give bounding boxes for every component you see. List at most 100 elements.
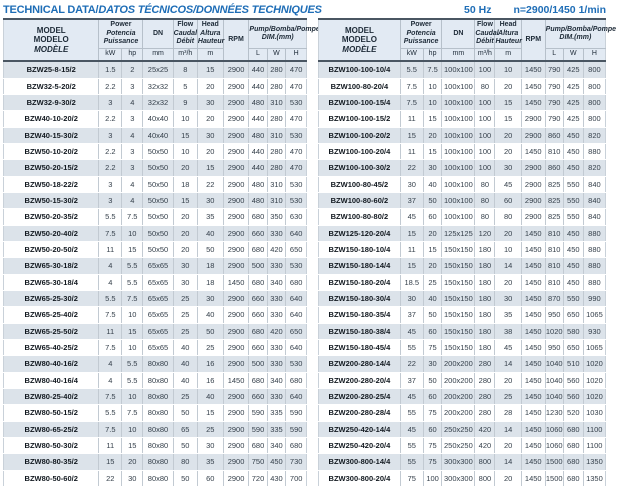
value-cell: 35 [494, 306, 522, 324]
model-cell: BZW50-18-22/2 [3, 176, 100, 193]
value-cell: 1450 [521, 453, 546, 471]
value-cell: 15 [400, 225, 424, 242]
model-cell: BZW65-30-18/4 [3, 274, 100, 291]
table-row: BZW100-100-15/2 11 15 100x100 100 15 2900 790 42… [318, 110, 606, 128]
frequency-label: 50 Hz [464, 4, 492, 16]
model-cell: BZW150-180-35/4 [318, 306, 401, 324]
value-cell: 100 [474, 61, 496, 79]
table-row: BZW150-180-45/4 55 75 150x150 180 45 1450 950 65… [318, 339, 606, 357]
value-cell: 150x150 [441, 290, 476, 308]
model-cell: BZW100-80-45/2 [318, 176, 401, 193]
value-cell: 790 [545, 94, 564, 112]
value-cell: 680 [248, 274, 268, 291]
value-cell: 840 [583, 192, 606, 210]
model-cell: BZW80-65-25/2 [3, 421, 100, 438]
value-cell: 30 [400, 176, 424, 193]
value-cell: 480 [248, 192, 268, 210]
value-cell: 100 [474, 94, 496, 112]
value-cell: 310 [267, 94, 287, 112]
unit-h: H [583, 47, 606, 62]
table-row: BZW50-15-30/2 3 4 50x50 15 30 2900 480 310 530 [3, 192, 307, 210]
value-cell: 530 [285, 127, 307, 144]
value-cell: 10 [494, 61, 522, 79]
value-cell: 80 [474, 192, 496, 210]
value-cell: 650 [285, 323, 307, 340]
value-cell: 1100 [583, 437, 606, 455]
value-cell: 60 [423, 421, 443, 438]
table-row: BZW32-9-30/2 3 4 32x32 9 30 2900 480 310 530 [3, 94, 307, 112]
value-cell: 2900 [521, 192, 546, 210]
value-cell: 2900 [223, 225, 250, 242]
value-cell: 180 [474, 306, 496, 324]
value-cell: 125x125 [441, 225, 476, 242]
value-cell: 4 [98, 372, 123, 389]
table-row: BZW65-30-18/2 4 5.5 65x65 30 18 2900 500 330 530 [3, 257, 307, 275]
value-cell: 1450 [521, 421, 546, 438]
value-cell: 30 [423, 159, 443, 177]
value-cell: 15 [423, 143, 443, 161]
model-cell: BZW50-10-20/2 [3, 143, 100, 161]
value-cell: 180 [474, 257, 496, 275]
value-cell: 1230 [545, 404, 564, 422]
value-cell: 50x50 [142, 192, 174, 210]
model-cell: BZW50-20-50/2 [3, 241, 100, 259]
value-cell: 430 [267, 470, 287, 488]
unit-m3h: m³/h [474, 47, 496, 62]
value-cell: 7.5 [121, 404, 144, 422]
col-header-power-fr: Puissance [103, 37, 139, 45]
value-cell: 280 [474, 372, 496, 389]
table-row: BZW80-40-16/4 4 5.5 80x80 40 16 1450 680 340 680 [3, 372, 307, 389]
value-cell: 4 [121, 192, 144, 210]
value-cell: 55 [400, 339, 424, 357]
value-cell: 810 [545, 257, 564, 275]
value-cell: 480 [248, 94, 268, 112]
table-row: BZW100-80-45/2 30 40 100x100 80 45 2900 825 550 8… [318, 176, 606, 193]
table-row: BZW80-50-60/2 22 30 80x80 50 60 2900 720 430 700 [3, 470, 307, 488]
value-cell: 660 [248, 306, 268, 324]
value-cell: 65x65 [142, 339, 174, 357]
col-header-flow-fr: Débit [476, 37, 494, 45]
value-cell: 20 [494, 225, 522, 242]
value-cell: 280 [474, 404, 496, 422]
model-cell: BZW150-180-20/4 [318, 274, 401, 291]
model-cell: BZW150-180-10/4 [318, 241, 401, 259]
value-cell: 800 [583, 78, 606, 95]
technical-data-table-left: MODEL MODELO MODÈLE Power Potencia Puiss… [3, 18, 320, 488]
value-cell: 630 [285, 208, 307, 226]
table-row: BZW65-30-18/4 4 5.5 65x65 30 18 1450 680 340 680 [3, 274, 307, 291]
table-row: BZW150-180-10/4 11 15 150x150 180 10 1450 810 45… [318, 241, 606, 259]
col-header-power-es: Potencia [406, 29, 436, 37]
value-cell: 2900 [521, 159, 546, 177]
table-row: BZW100-100-10/4 5.5 7.5 100x100 100 10 1450 790… [318, 61, 606, 79]
value-cell: 40x40 [142, 127, 174, 144]
unit-m3h: m³/h [173, 47, 198, 62]
value-cell: 730 [285, 453, 307, 471]
value-cell: 990 [583, 290, 606, 308]
value-cell: 1450 [521, 306, 546, 324]
model-cell: BZW40-15-30/2 [3, 127, 100, 144]
value-cell: 450 [563, 225, 584, 242]
value-cell: 25 [173, 290, 198, 308]
value-cell: 32x32 [142, 78, 174, 95]
table-row: BZW40-10-20/2 2.2 3 40x40 10 20 2900 440 280 470 [3, 110, 307, 128]
value-cell: 1350 [583, 453, 606, 471]
value-cell: 330 [267, 290, 287, 308]
col-header-power-fr: Puissance [403, 37, 439, 45]
value-cell: 1.5 [98, 61, 123, 79]
value-cell: 2900 [521, 127, 546, 144]
table-row: BZW100-80-60/2 37 50 100x100 80 60 2900 825 550 8… [318, 192, 606, 210]
value-cell: 2.2 [98, 143, 123, 161]
value-cell: 100x100 [441, 78, 476, 95]
value-cell: 425 [563, 78, 584, 95]
value-cell: 100x100 [441, 110, 476, 128]
value-cell: 310 [267, 176, 287, 193]
value-cell: 30 [197, 127, 224, 144]
value-cell: 1065 [583, 306, 606, 324]
value-cell: 20 [197, 143, 224, 161]
value-cell: 30 [197, 94, 224, 112]
col-header-rpm: RPM [521, 19, 546, 62]
value-cell: 50x50 [142, 176, 174, 193]
value-cell: 870 [545, 290, 564, 308]
value-cell: 37 [400, 192, 424, 210]
value-cell: 80x80 [142, 355, 174, 373]
